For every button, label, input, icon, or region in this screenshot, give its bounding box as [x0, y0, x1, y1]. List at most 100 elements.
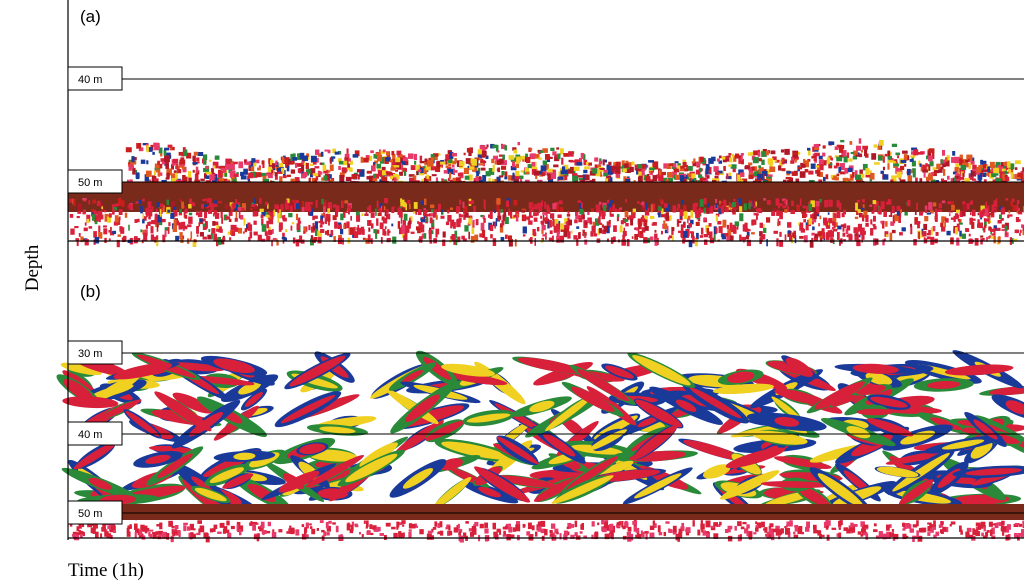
seabed-echo — [598, 216, 601, 223]
seabed-echo — [843, 210, 846, 215]
seabed-echo — [392, 206, 395, 208]
seabed-echo — [111, 525, 116, 530]
seabed-echo — [800, 199, 802, 206]
seabed-echo — [311, 529, 315, 534]
echo — [574, 167, 580, 171]
seabed-echo — [985, 219, 989, 222]
seabed-echo — [584, 236, 586, 238]
seabed-echo — [501, 220, 504, 225]
seabed-echo — [833, 222, 835, 225]
seabed-echo — [231, 526, 235, 529]
seabed-echo — [426, 217, 428, 222]
seabed-echo — [508, 209, 510, 216]
seabed-echo — [971, 200, 973, 205]
seabed-echo — [1008, 210, 1010, 213]
echo — [131, 165, 134, 168]
echo — [969, 163, 971, 169]
seabed-echo — [697, 530, 700, 536]
seabed-echo — [411, 232, 415, 234]
seabed-echo — [784, 209, 787, 213]
seabed-echo — [122, 237, 125, 239]
seabed-echo — [738, 198, 741, 205]
echo — [538, 157, 541, 159]
seabed-echo — [817, 231, 821, 236]
seabed-echo — [308, 225, 310, 230]
seabed-echo — [363, 238, 366, 240]
seabed-echo — [741, 527, 745, 530]
seabed-echo — [758, 209, 762, 213]
seabed-echo — [533, 212, 537, 216]
echo — [173, 159, 178, 163]
seabed-echo — [84, 228, 88, 232]
echo — [674, 169, 679, 173]
seabed-echo — [237, 524, 239, 531]
seabed-echo — [776, 238, 778, 246]
echo — [919, 163, 921, 166]
seabed-echo — [160, 209, 162, 217]
seabed-echo — [963, 204, 967, 210]
seabed-echo — [229, 219, 232, 222]
seabed-echo — [1020, 230, 1022, 233]
seabed-echo — [401, 217, 403, 224]
seabed-echo — [672, 205, 675, 212]
echo — [1005, 171, 1008, 175]
seabed-echo — [575, 212, 577, 216]
echo — [192, 162, 197, 164]
seabed-echo — [134, 524, 138, 530]
seabed-echo — [578, 217, 582, 222]
seabed-echo — [402, 225, 406, 231]
seabed-echo — [814, 237, 818, 240]
echo — [748, 175, 753, 179]
seabed-echo — [320, 225, 323, 228]
echo — [982, 170, 988, 172]
seabed-echo — [579, 232, 581, 239]
seabed-echo — [754, 199, 756, 206]
seabed-echo — [855, 217, 858, 219]
seabed-echo — [321, 213, 324, 215]
echo — [653, 175, 658, 181]
seabed-echo — [303, 231, 305, 234]
echo — [382, 177, 387, 182]
echo — [238, 161, 243, 168]
seabed-echo — [95, 237, 99, 244]
echo — [922, 169, 928, 172]
echo — [768, 158, 774, 164]
seabed-echo — [927, 532, 930, 536]
seabed-echo — [211, 228, 215, 234]
seabed-echo — [523, 524, 525, 528]
seabed-echo — [894, 221, 896, 223]
seabed-echo — [936, 232, 939, 236]
seabed-echo — [459, 200, 461, 205]
seabed-echo — [223, 529, 226, 534]
seabed-echo — [418, 209, 422, 215]
seabed-echo — [385, 226, 387, 229]
echo — [1002, 174, 1004, 181]
seabed-echo — [756, 209, 759, 211]
panel-label: (b) — [80, 282, 101, 301]
seabed-echo — [577, 200, 581, 202]
seabed-echo — [763, 228, 766, 233]
seabed-echo — [621, 220, 624, 224]
echo — [625, 161, 628, 164]
echo — [426, 175, 429, 179]
seabed-echo — [327, 208, 330, 213]
seabed-echo — [557, 232, 560, 239]
seabed-echo — [844, 223, 847, 228]
seabed-echo — [884, 238, 886, 240]
echo — [929, 148, 934, 153]
seabed-echo — [85, 239, 89, 245]
echo — [454, 158, 457, 163]
echo — [599, 161, 602, 165]
seabed-echo — [1015, 230, 1019, 233]
echo — [471, 159, 476, 166]
echo — [253, 162, 256, 166]
seabed-echo — [142, 219, 145, 223]
echo — [320, 163, 322, 165]
seabed-echo — [535, 532, 537, 537]
seabed-echo — [919, 211, 923, 215]
seabed-echo — [265, 202, 268, 206]
seabed-echo — [366, 531, 370, 535]
seabed-echo — [97, 201, 101, 206]
echo — [224, 173, 227, 177]
seabed-echo — [87, 219, 90, 223]
